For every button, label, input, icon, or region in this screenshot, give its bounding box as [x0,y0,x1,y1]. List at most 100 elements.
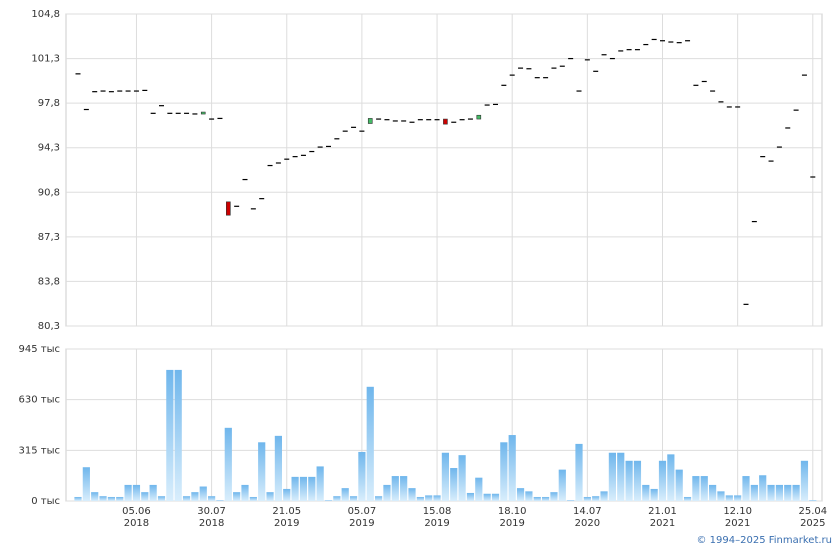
volume-bar [308,476,316,501]
x-tick-label: 30.07 2018 [197,506,226,529]
volume-bar [166,369,174,501]
volume-bar [375,496,383,501]
y-tick-label: 80,3 [38,321,60,332]
volume-bar [742,476,750,501]
y-tick-label: 97,8 [38,98,60,109]
volume-bar [658,460,667,501]
y-tick-label: 315 тыс [19,445,60,456]
volume-bar [383,484,391,501]
candle [200,111,206,115]
volume-bar [458,455,466,501]
volume-bar [274,435,282,501]
volume-bar [750,484,758,501]
volume-bar [633,460,642,501]
volume-bar [324,500,333,501]
volume-bar [700,476,708,501]
volume-bar [600,491,608,501]
x-tick-label: 15.08 2019 [422,506,452,529]
x-tick-label: 21.01 2021 [648,506,677,529]
volume-bar [650,488,658,501]
y-tick-label: 94,3 [38,143,60,154]
volume-bar [233,492,241,501]
x-tick-label: 05.07 2019 [347,506,377,529]
volume-bar [258,442,266,501]
volume-bar [299,476,308,501]
volume-bar [734,495,742,501]
volume-bar [583,496,591,501]
x-tick-label: 18.10 2019 [497,506,527,529]
volume-bar [141,492,149,501]
candle [226,201,231,216]
volume-bar [667,454,675,501]
volume-bar [82,467,90,501]
volume-bar [525,491,533,501]
y-tick-label: 83,8 [38,276,60,287]
volume-bar [149,484,157,501]
y-tick-label: 90,8 [38,187,60,198]
volume-bar [400,476,408,501]
y-tick-label: 104,8 [31,9,60,20]
volume-bar [725,495,733,501]
volume-bar [191,492,199,501]
volume-bar [550,492,558,501]
volume-bar [508,435,516,501]
candle [367,118,373,124]
volume-bar [475,477,483,501]
x-tick-label: 21.05 2019 [272,506,302,529]
volume-bar [416,496,424,501]
volume-bar [717,491,725,501]
volume-bar [224,427,232,501]
volume-bar [692,476,700,501]
volume-bar [182,496,191,501]
volume-bar [291,476,299,501]
volume-bar [683,496,692,501]
candle [443,118,448,125]
volume-bar [709,484,717,501]
volume-bar [408,488,416,501]
volume-bar [199,486,207,501]
volume-bar [767,484,775,501]
plot-frame [65,13,823,327]
volume-bar [116,496,124,501]
volume-bar [157,496,166,501]
y-tick-label: 0 тыс [31,496,60,507]
volume-bar [366,386,374,501]
volume-bar [316,466,324,501]
volume-bar [99,496,107,501]
y-tick-label: 87,3 [38,232,60,243]
y-tick-label: 630 тыс [19,395,60,406]
volume-bar [533,496,541,501]
x-tick-label: 25.04 2025 [798,506,828,529]
volume-bar [466,492,475,501]
volume-bar [483,493,491,501]
volume-bar [775,484,783,501]
volume-bar [433,495,441,501]
volume-bar [441,452,449,501]
volume-bar [132,484,141,501]
volume-bar [266,492,274,501]
y-tick-label: 101,3 [31,54,60,65]
volume-bar [208,496,216,501]
volume-bar [608,452,616,501]
volume-bar [425,495,433,501]
volume-bar [107,496,115,501]
volume-bar [759,475,767,501]
y-tick-label: 945 тыс [19,344,60,355]
x-tick-label: 05.06 2018 [122,506,151,529]
volume-bar [174,369,182,501]
volume-bar [491,493,500,501]
volume-bar [792,484,800,501]
volume-bar [74,496,82,501]
x-tick-label: 12.10 2021 [723,506,752,529]
volume-bar [784,484,792,501]
volume-bar [592,496,600,501]
volume-bar [642,484,650,501]
volume-bar [124,484,132,501]
copyright: © 1994–2025 Finmarket.ru [696,535,832,546]
volume-bar [617,452,625,501]
volume-bar [349,496,358,501]
volume-bar [800,460,809,501]
x-tick-label: 14.07 2020 [573,506,602,529]
